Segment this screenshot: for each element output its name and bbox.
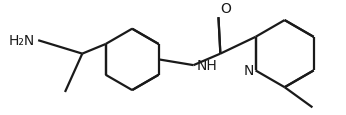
Text: N: N xyxy=(243,64,254,78)
Text: NH: NH xyxy=(197,59,217,72)
Text: O: O xyxy=(220,2,231,16)
Text: H₂N: H₂N xyxy=(9,34,35,48)
